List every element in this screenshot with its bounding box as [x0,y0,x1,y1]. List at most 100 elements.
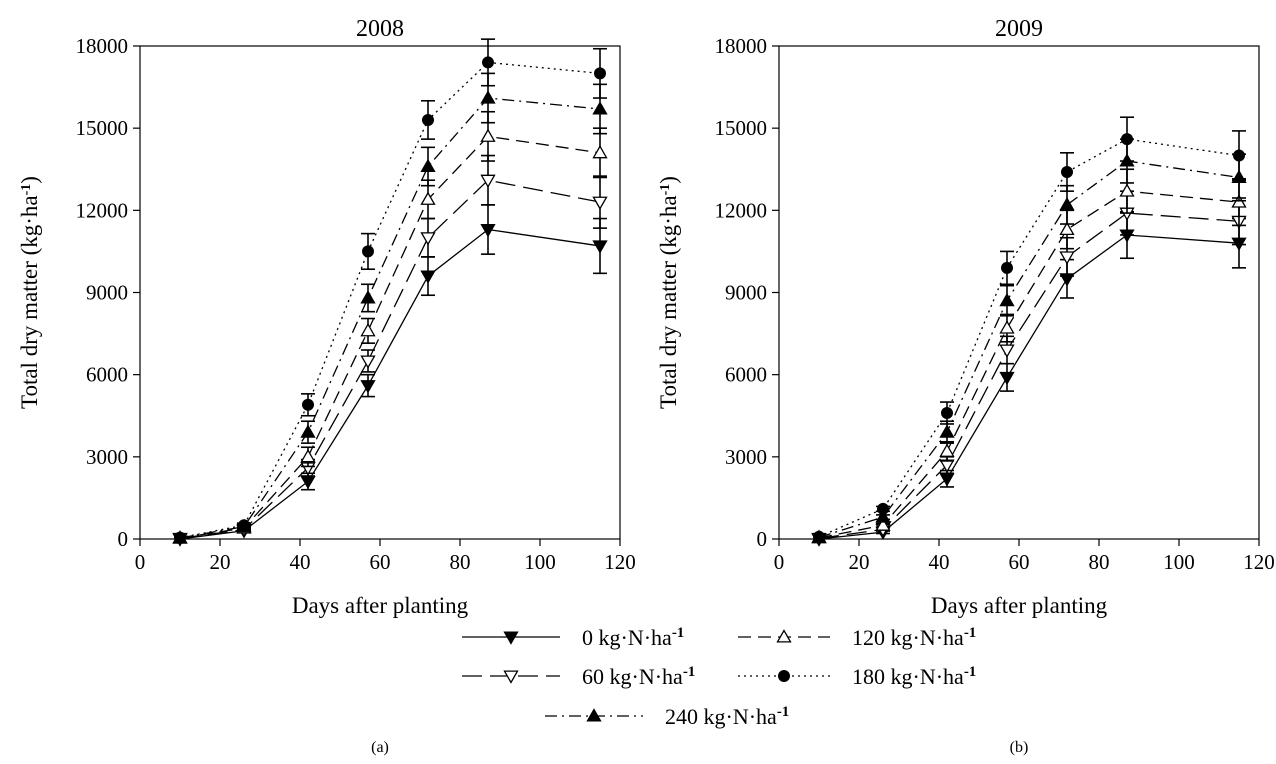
series-line [818,190,1240,539]
x-axis-label: Days after planting [292,593,469,618]
chart-title: 2009 [995,16,1043,42]
data-point [1059,221,1075,236]
data-point [174,531,186,544]
series-line [179,179,601,540]
data-point [1121,133,1133,146]
data-point [360,380,376,394]
series-line [818,212,1240,540]
legend-marker [778,670,790,682]
data-point [300,424,316,438]
data-point [1059,197,1075,211]
data-point [480,174,496,189]
y-tick-label: 0 [757,527,768,551]
x-tick-label: 0 [774,550,785,574]
x-tick-label: 20 [210,550,231,574]
data-point [300,475,316,490]
legend-label: 0 kg·N·ha-1 [582,625,684,650]
x-tick-label: 60 [1009,550,1030,574]
x-tick-label: 120 [604,550,636,574]
panel-label: (b) [1010,739,1029,756]
y-tick-label: 9000 [86,281,128,305]
chart-panel-2009: 2009 0 20 40 60 80 100 120 0 3000 6000 9000 12000 150… [656,16,1275,756]
legend-entry: 120 kg·N·ha-1 [738,625,976,650]
y-tick-label: 18000 [76,34,129,58]
data-point [300,449,316,463]
data-point [813,530,825,543]
data-point [420,158,436,173]
y-tick-label: 15000 [76,116,129,140]
series-2 [172,110,608,544]
legend: 0 kg·N·ha-1 120 kg·N·ha-1 60 kg·N·ha-1 180 … [462,625,976,729]
x-tick-label: 0 [135,550,146,574]
y-tick-label: 3000 [86,445,128,469]
x-tick-label: 60 [370,550,391,574]
y-tick-label: 12000 [76,198,129,222]
panel-label: (a) [371,739,389,756]
legend-marker [503,670,519,684]
series-4 [813,116,1246,543]
series-4 [174,38,607,544]
y-tick-label: 6000 [725,363,767,387]
series-line [818,160,1240,538]
data-point [482,56,494,69]
data-point [360,290,376,304]
data-point [420,191,436,205]
data-point [302,398,314,411]
data-point [999,320,1015,334]
y-tick-label: 3000 [725,445,767,469]
legend-marker [503,631,519,645]
data-point [999,344,1015,358]
x-tick-label: 40 [929,550,950,574]
x-axis-label: Days after planting [931,593,1108,618]
data-point [1059,251,1075,265]
x-tick-label: 80 [450,550,471,574]
data-point [592,240,608,254]
legend-label: 120 kg·N·ha-1 [852,625,976,650]
plot-frame [139,45,621,540]
data-point [875,517,891,531]
series-line [818,138,1240,538]
data-point [941,407,953,420]
chart-title: 2008 [356,16,404,42]
y-axis-label: Total dry matter (kg·ha-1) [656,176,681,409]
series-line [179,228,601,540]
series-line [818,234,1240,540]
legend-label: 240 kg·N·ha-1 [665,704,789,729]
data-point [592,101,608,115]
y-tick-label: 0 [118,527,129,551]
data-point [360,355,376,369]
y-tick-label: 12000 [715,198,768,222]
data-point [592,196,608,210]
data-point [362,245,374,258]
data-point [420,270,436,284]
data-point [877,502,889,515]
legend-label: 180 kg·N·ha-1 [852,664,976,689]
legend-entry: 0 kg·N·ha-1 [462,625,684,650]
data-point [1233,149,1245,162]
data-point [999,292,1015,307]
legend-entry: 180 kg·N·ha-1 [738,664,976,689]
data-point [939,424,955,438]
legend-entry: 240 kg·N·ha-1 [545,704,789,729]
y-tick-label: 15000 [715,116,768,140]
series-0 [811,210,1247,547]
data-point [360,323,376,337]
y-tick-label: 18000 [715,34,768,58]
data-point [1119,183,1135,197]
y-axis-label: Total dry matter (kg·ha-1) [17,176,42,409]
legend-marker [586,708,602,722]
series-line [179,97,601,539]
x-tick-label: 20 [849,550,870,574]
data-point [480,128,496,142]
data-point [592,145,608,159]
series-line [179,61,601,539]
y-tick-label: 9000 [725,281,767,305]
x-tick-label: 100 [524,550,556,574]
data-point [420,232,436,246]
legend-entry: 60 kg·N·ha-1 [462,664,695,689]
data-point [480,90,496,104]
plot-frame [778,45,1260,540]
series-line [179,135,601,539]
data-point [939,473,955,487]
